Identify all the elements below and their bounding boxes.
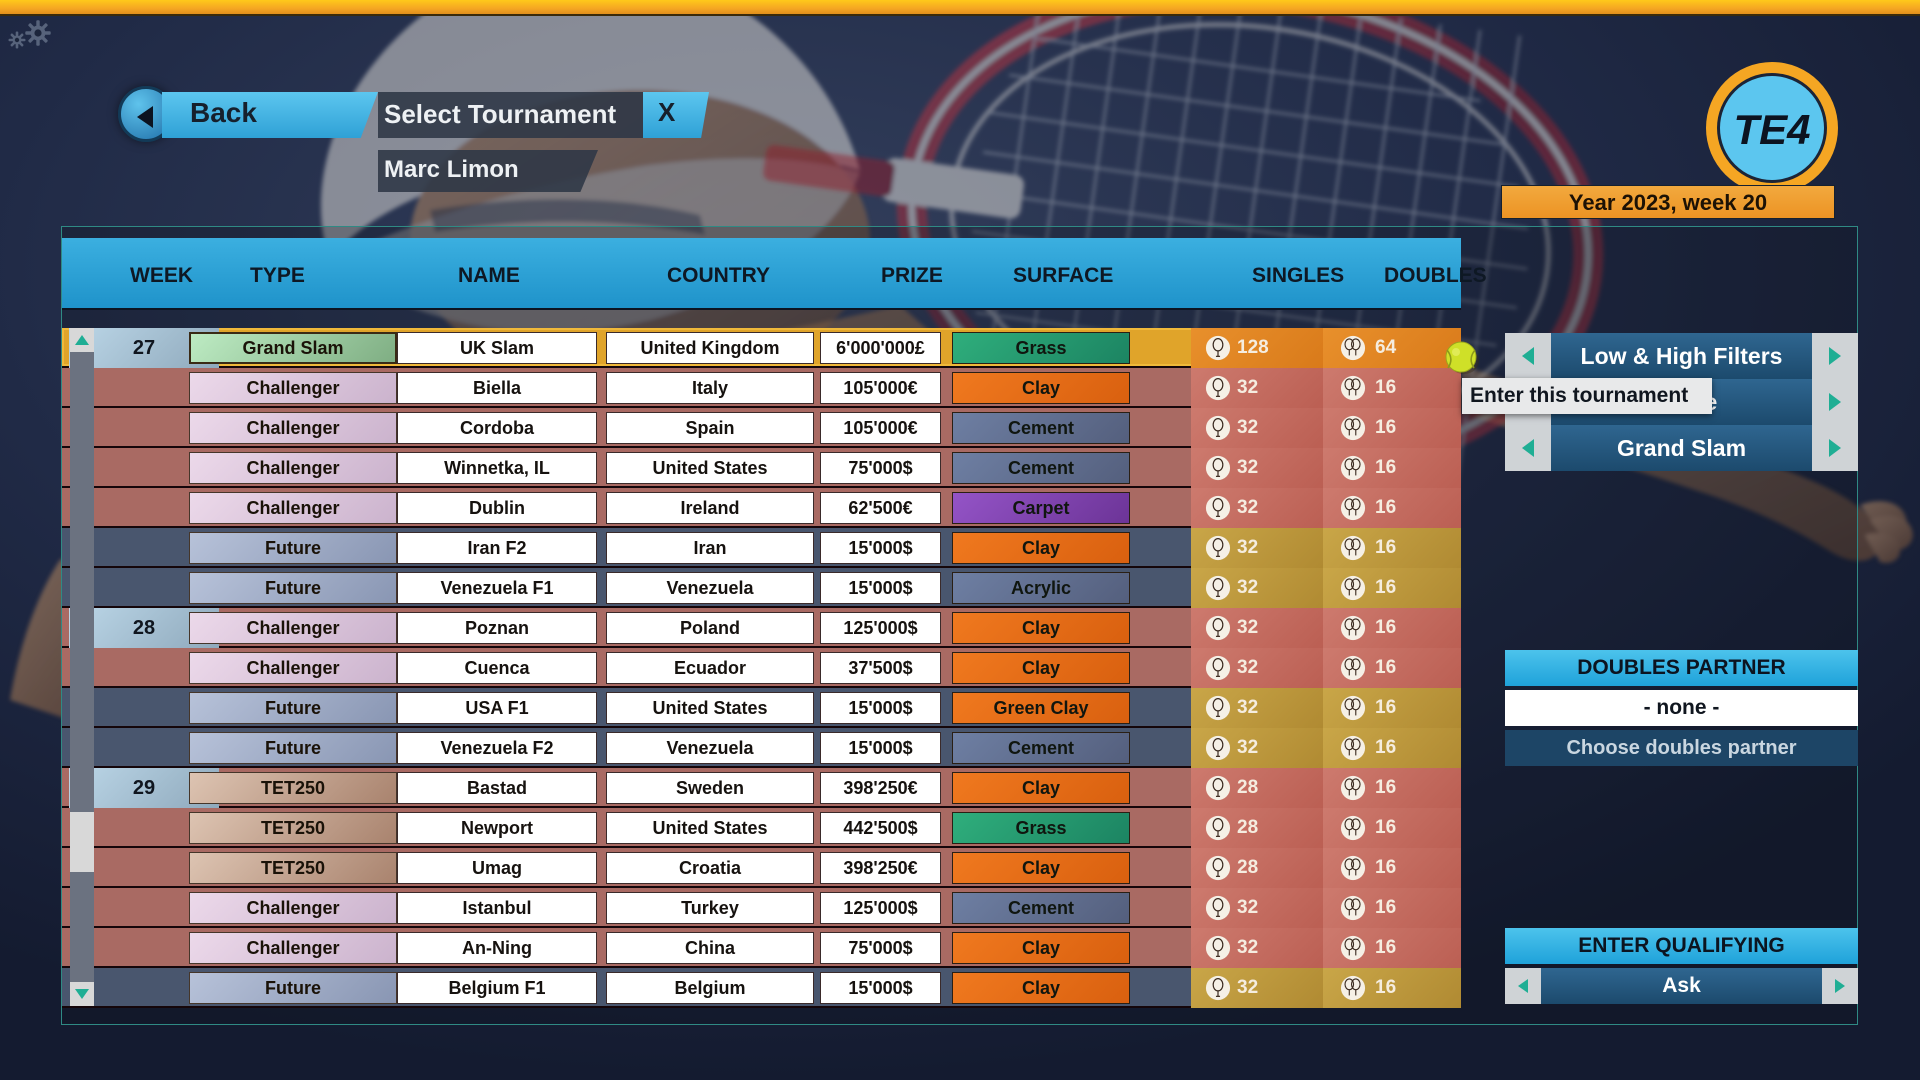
svg-text:TE4: TE4 (1733, 106, 1810, 153)
